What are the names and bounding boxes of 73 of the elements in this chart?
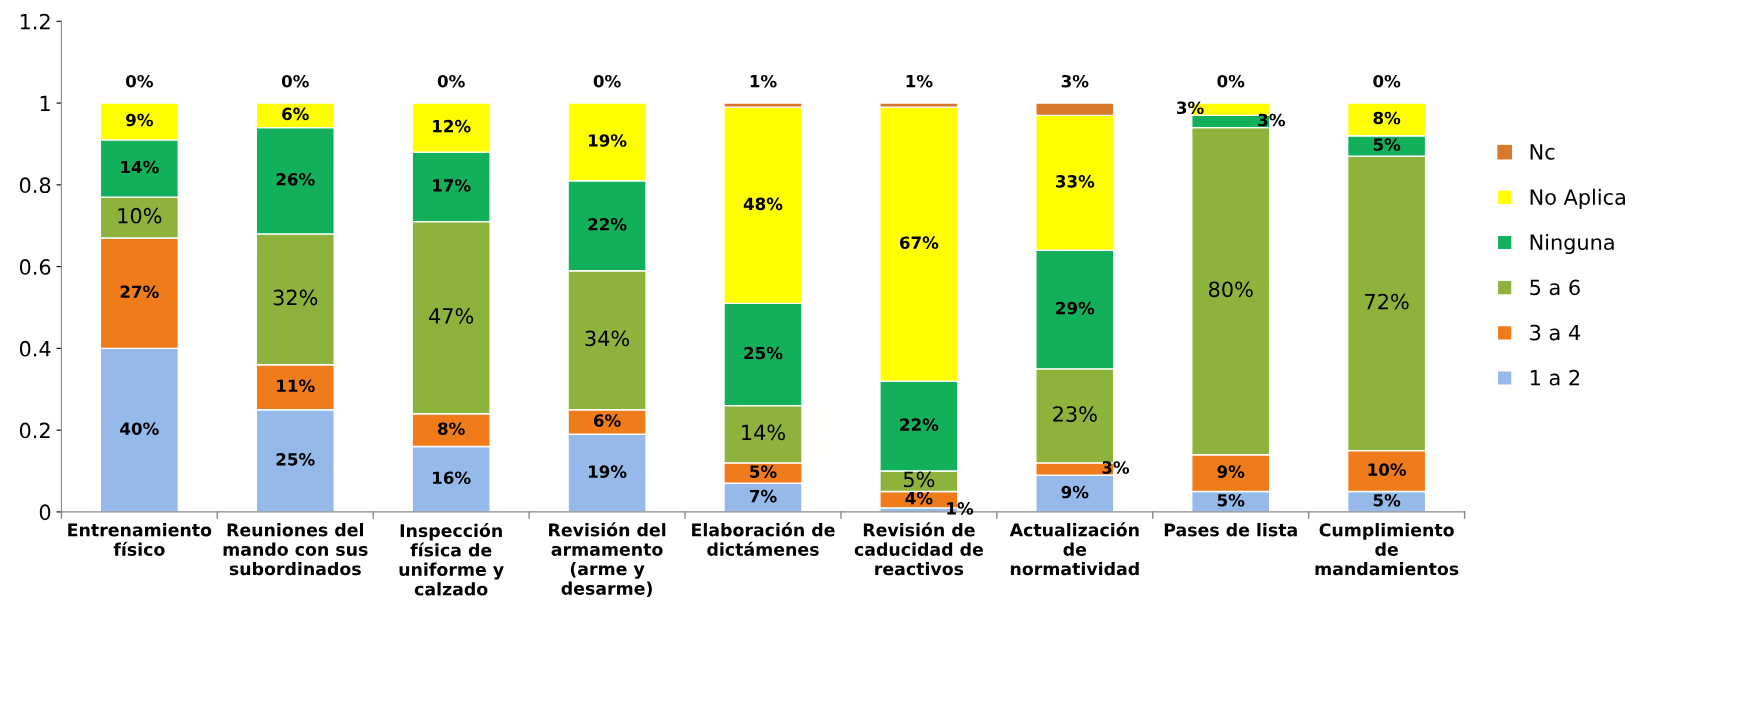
data-label: 16% (433, 471, 471, 485)
legend-label: Ninguna (1530, 233, 1614, 255)
data-label: 40% (120, 422, 159, 435)
y-tick-label: 0 (39, 504, 51, 521)
y-tick-label: 0.4 (19, 340, 51, 357)
data-label: 10% (1368, 463, 1407, 476)
data-label: 10% (118, 207, 162, 224)
x-tick-label: Cumplimiento de mandamientos (1315, 523, 1459, 576)
data-label: 14% (121, 160, 159, 174)
data-label: 25% (744, 346, 783, 360)
data-label: 5% (1373, 493, 1401, 507)
data-label: 6% (593, 414, 621, 427)
data-label: 5% (903, 471, 935, 488)
y-tick-label: 1 (40, 95, 50, 112)
data-label: 9% (1217, 465, 1245, 478)
data-label: 0% (437, 74, 465, 88)
data-label: 3% (1061, 74, 1089, 88)
data-label: 9% (1061, 485, 1089, 499)
legend-label: 3 a 4 (1530, 324, 1580, 341)
data-label: 0% (281, 74, 309, 88)
legend-label: 1 a 2 (1530, 369, 1580, 386)
data-label: 5% (1373, 138, 1401, 151)
data-label: 1% (947, 502, 974, 515)
data-label: 29% (1056, 301, 1095, 315)
data-label: 23% (1053, 406, 1097, 422)
data-label: 11% (277, 379, 315, 393)
y-tick-label: 0.2 (19, 422, 50, 439)
data-label: 1% (750, 74, 777, 88)
y-tick-label: 1.2 (20, 13, 50, 30)
data-label: 0% (125, 74, 153, 88)
legend-label: Nc (1530, 144, 1555, 160)
data-label: 26% (276, 173, 315, 186)
data-label: 8% (438, 422, 465, 435)
data-label: 27% (120, 285, 159, 299)
x-tick-label: Revisión de caducidad de reactivos (854, 522, 983, 576)
x-tick-label: Actualización de normatividad (1009, 522, 1139, 576)
data-label: 19% (589, 134, 627, 147)
x-tick-label: Elaboración de dictámenes (692, 522, 835, 556)
data-label: 5% (750, 465, 777, 478)
data-label: 33% (1055, 175, 1095, 188)
data-label: 12% (433, 119, 471, 133)
y-tick-label: 0.8 (19, 177, 51, 194)
data-label: 32% (273, 289, 318, 306)
data-label: 34% (585, 330, 630, 347)
x-tick-label: Inspección física de uniforme y calzado (399, 523, 504, 596)
data-label: 14% (742, 424, 785, 441)
data-label: 1% (906, 74, 933, 88)
legend-label: 5 a 6 (1530, 279, 1580, 296)
data-label: 4% (905, 491, 933, 505)
data-label: 5% (1217, 493, 1245, 507)
data-label: 0% (593, 74, 621, 88)
data-label: 47% (429, 308, 474, 324)
legend-label: No Aplica (1530, 188, 1625, 209)
data-label: 7% (749, 489, 777, 503)
data-label: 25% (276, 453, 315, 466)
data-label: 22% (588, 217, 627, 231)
data-label: 22% (900, 418, 939, 431)
data-label: 48% (743, 197, 783, 211)
x-tick-label: Pases de lista (1164, 523, 1297, 537)
data-label: 67% (899, 236, 939, 249)
data-label: 80% (1208, 281, 1253, 298)
data-label: 17% (433, 179, 471, 192)
data-label: 0% (1373, 74, 1401, 88)
data-label: 72% (1365, 293, 1409, 310)
data-label: 8% (1373, 111, 1401, 125)
x-tick-label: Revisión del armamento (arme y desarme) (549, 522, 666, 597)
x-tick-label: Reuniones del mando con sus subordinados (223, 523, 368, 576)
data-label: 9% (126, 113, 153, 127)
data-label: 6% (282, 107, 309, 121)
data-label: 0% (1217, 74, 1245, 88)
y-tick-label: 0.6 (19, 259, 51, 275)
data-label: 19% (589, 465, 627, 478)
x-tick-label: Entrenamiento físico (68, 523, 212, 556)
